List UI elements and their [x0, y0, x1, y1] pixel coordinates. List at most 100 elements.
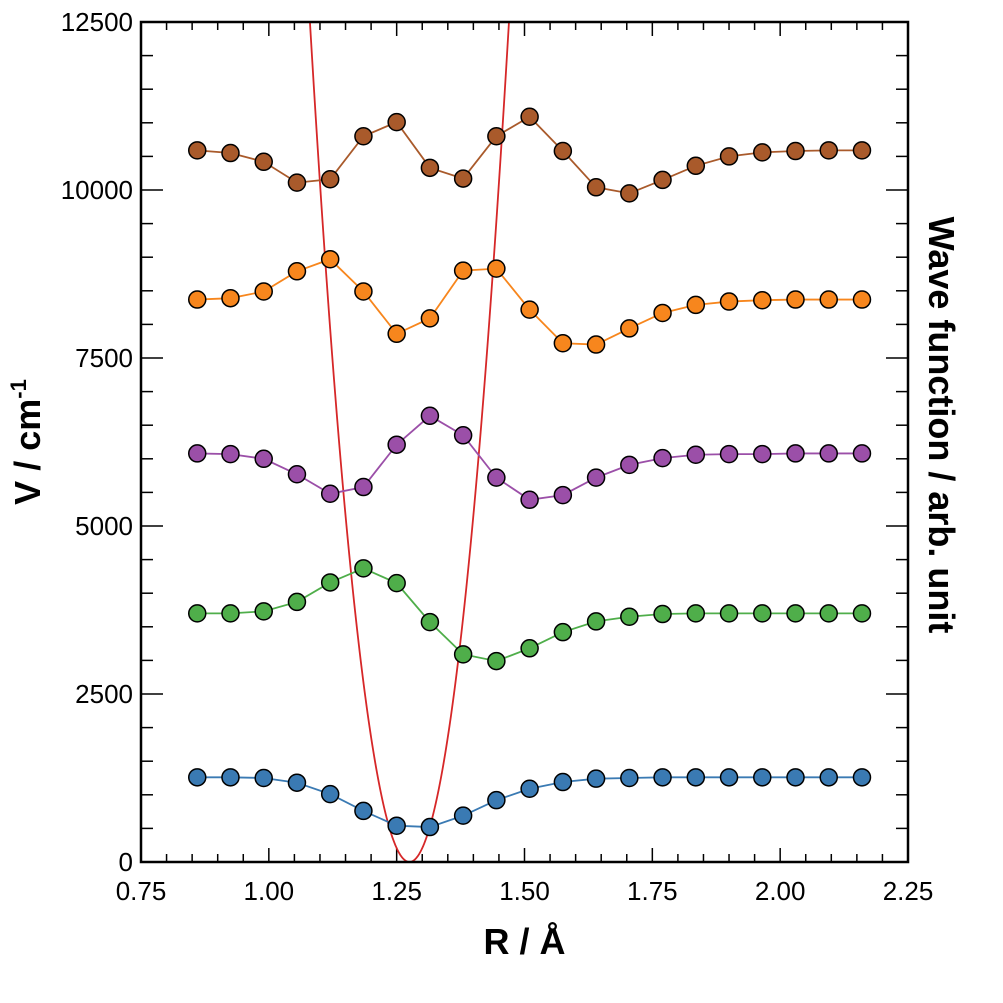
data-point	[653, 303, 672, 323]
data-point	[852, 604, 872, 623]
data-point	[719, 444, 739, 464]
data-point	[420, 158, 440, 178]
data-point	[753, 604, 772, 623]
data-point	[187, 290, 207, 309]
data-point	[852, 444, 872, 463]
data-point	[753, 444, 772, 464]
data-point	[520, 490, 539, 510]
data-point	[387, 573, 406, 593]
x-tick-label: 2.25	[883, 876, 934, 906]
data-point	[819, 290, 838, 309]
data-point	[487, 126, 506, 146]
x-tick-label: 1.75	[627, 876, 678, 906]
y-tick-label: 5000	[75, 511, 133, 541]
data-point	[487, 259, 506, 278]
data-point	[254, 449, 273, 469]
data-point	[453, 645, 473, 664]
data-point	[719, 604, 739, 623]
data-point	[453, 261, 473, 280]
data-point	[420, 309, 440, 328]
data-point	[653, 768, 672, 787]
x-tick-label: 0.75	[116, 876, 167, 906]
x-tick-label: 1.00	[244, 876, 295, 906]
data-point	[719, 768, 739, 787]
data-point	[753, 290, 772, 310]
data-point	[553, 141, 573, 161]
data-point	[753, 143, 772, 162]
data-point	[320, 484, 340, 503]
data-point	[553, 622, 573, 642]
y2-axis-title: Wave function / arb. unit	[921, 217, 962, 634]
data-point	[287, 773, 307, 792]
data-point	[719, 147, 739, 166]
data-point	[653, 448, 672, 468]
y-tick-label: 10000	[61, 175, 133, 205]
data-point	[387, 112, 406, 132]
data-point	[187, 768, 207, 787]
data-point	[221, 288, 240, 308]
data-point	[786, 768, 805, 787]
x-tick-label: 1.25	[371, 876, 422, 906]
data-point	[221, 604, 240, 623]
data-point	[620, 184, 639, 203]
data-point	[786, 604, 805, 623]
plot-frame	[139, 20, 910, 864]
data-point	[287, 592, 307, 612]
data-point	[354, 126, 373, 146]
y-tick-label: 7500	[75, 343, 133, 373]
y-tick-label: 0	[119, 847, 133, 877]
data-point	[686, 604, 706, 623]
data-point	[786, 141, 805, 161]
data-point	[520, 107, 539, 127]
data-point	[320, 169, 340, 189]
data-point	[221, 768, 240, 787]
data-point	[620, 607, 639, 626]
data-point	[586, 612, 606, 631]
data-point	[586, 178, 606, 197]
data-point	[686, 445, 706, 465]
data-point	[320, 573, 340, 592]
data-point	[487, 790, 506, 810]
data-point	[786, 444, 805, 463]
data-point	[852, 290, 872, 309]
data-point	[354, 282, 373, 301]
series-3	[187, 406, 872, 510]
data-point	[586, 468, 606, 487]
data-point	[553, 772, 573, 792]
svg-text:V / cm-1: V / cm-1	[6, 379, 48, 505]
data-point	[852, 768, 872, 787]
data-point	[786, 290, 805, 309]
x-tick-label: 2.00	[755, 876, 806, 906]
data-point	[387, 435, 406, 454]
data-point	[420, 817, 440, 837]
data-point	[254, 602, 273, 621]
data-point	[686, 156, 706, 176]
data-point	[387, 324, 406, 344]
data-point	[254, 152, 273, 172]
data-point	[553, 485, 573, 505]
data-point	[487, 651, 506, 671]
series-4	[187, 249, 872, 354]
data-point	[852, 141, 872, 160]
data-point	[819, 768, 838, 787]
data-point	[719, 292, 739, 311]
potential-curve	[309, 22, 510, 862]
data-point	[520, 779, 539, 799]
data-point	[520, 639, 539, 658]
data-point	[819, 141, 838, 160]
data-point	[320, 249, 340, 269]
data-point	[254, 282, 273, 301]
data-point	[221, 444, 240, 464]
x-axis-title: R / Å	[483, 921, 565, 962]
data-point	[187, 141, 207, 160]
wavefunction-series	[187, 107, 872, 837]
data-point	[620, 319, 639, 338]
data-point	[420, 612, 440, 632]
data-point	[586, 335, 606, 354]
series-5	[187, 107, 872, 203]
data-point	[753, 768, 772, 787]
data-point	[686, 295, 706, 315]
series-1	[187, 768, 872, 837]
data-point	[420, 406, 440, 426]
